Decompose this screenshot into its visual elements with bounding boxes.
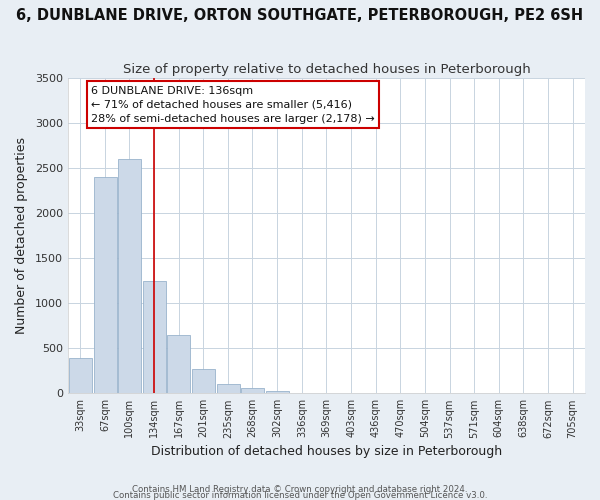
Bar xyxy=(167,335,190,394)
Bar xyxy=(69,358,92,394)
Bar xyxy=(143,280,166,394)
Bar xyxy=(94,177,116,394)
Bar xyxy=(241,388,264,394)
Bar xyxy=(118,159,141,394)
Text: Contains public sector information licensed under the Open Government Licence v3: Contains public sector information licen… xyxy=(113,490,487,500)
Title: Size of property relative to detached houses in Peterborough: Size of property relative to detached ho… xyxy=(122,62,530,76)
Text: 6, DUNBLANE DRIVE, ORTON SOUTHGATE, PETERBOROUGH, PE2 6SH: 6, DUNBLANE DRIVE, ORTON SOUTHGATE, PETE… xyxy=(16,8,584,22)
Bar xyxy=(217,384,239,394)
Bar xyxy=(266,390,289,394)
Y-axis label: Number of detached properties: Number of detached properties xyxy=(15,137,28,334)
Bar xyxy=(192,370,215,394)
Text: 6 DUNBLANE DRIVE: 136sqm
← 71% of detached houses are smaller (5,416)
28% of sem: 6 DUNBLANE DRIVE: 136sqm ← 71% of detach… xyxy=(91,86,375,124)
Text: Contains HM Land Registry data © Crown copyright and database right 2024.: Contains HM Land Registry data © Crown c… xyxy=(132,484,468,494)
X-axis label: Distribution of detached houses by size in Peterborough: Distribution of detached houses by size … xyxy=(151,444,502,458)
Bar xyxy=(291,392,314,394)
